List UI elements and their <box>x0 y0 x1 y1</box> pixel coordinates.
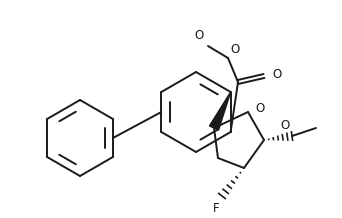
Text: O: O <box>255 102 264 114</box>
Text: F: F <box>213 202 220 215</box>
Text: O: O <box>281 119 290 132</box>
Text: O: O <box>230 43 239 56</box>
Text: O: O <box>272 68 281 80</box>
Text: O: O <box>195 29 204 42</box>
Polygon shape <box>209 92 231 130</box>
